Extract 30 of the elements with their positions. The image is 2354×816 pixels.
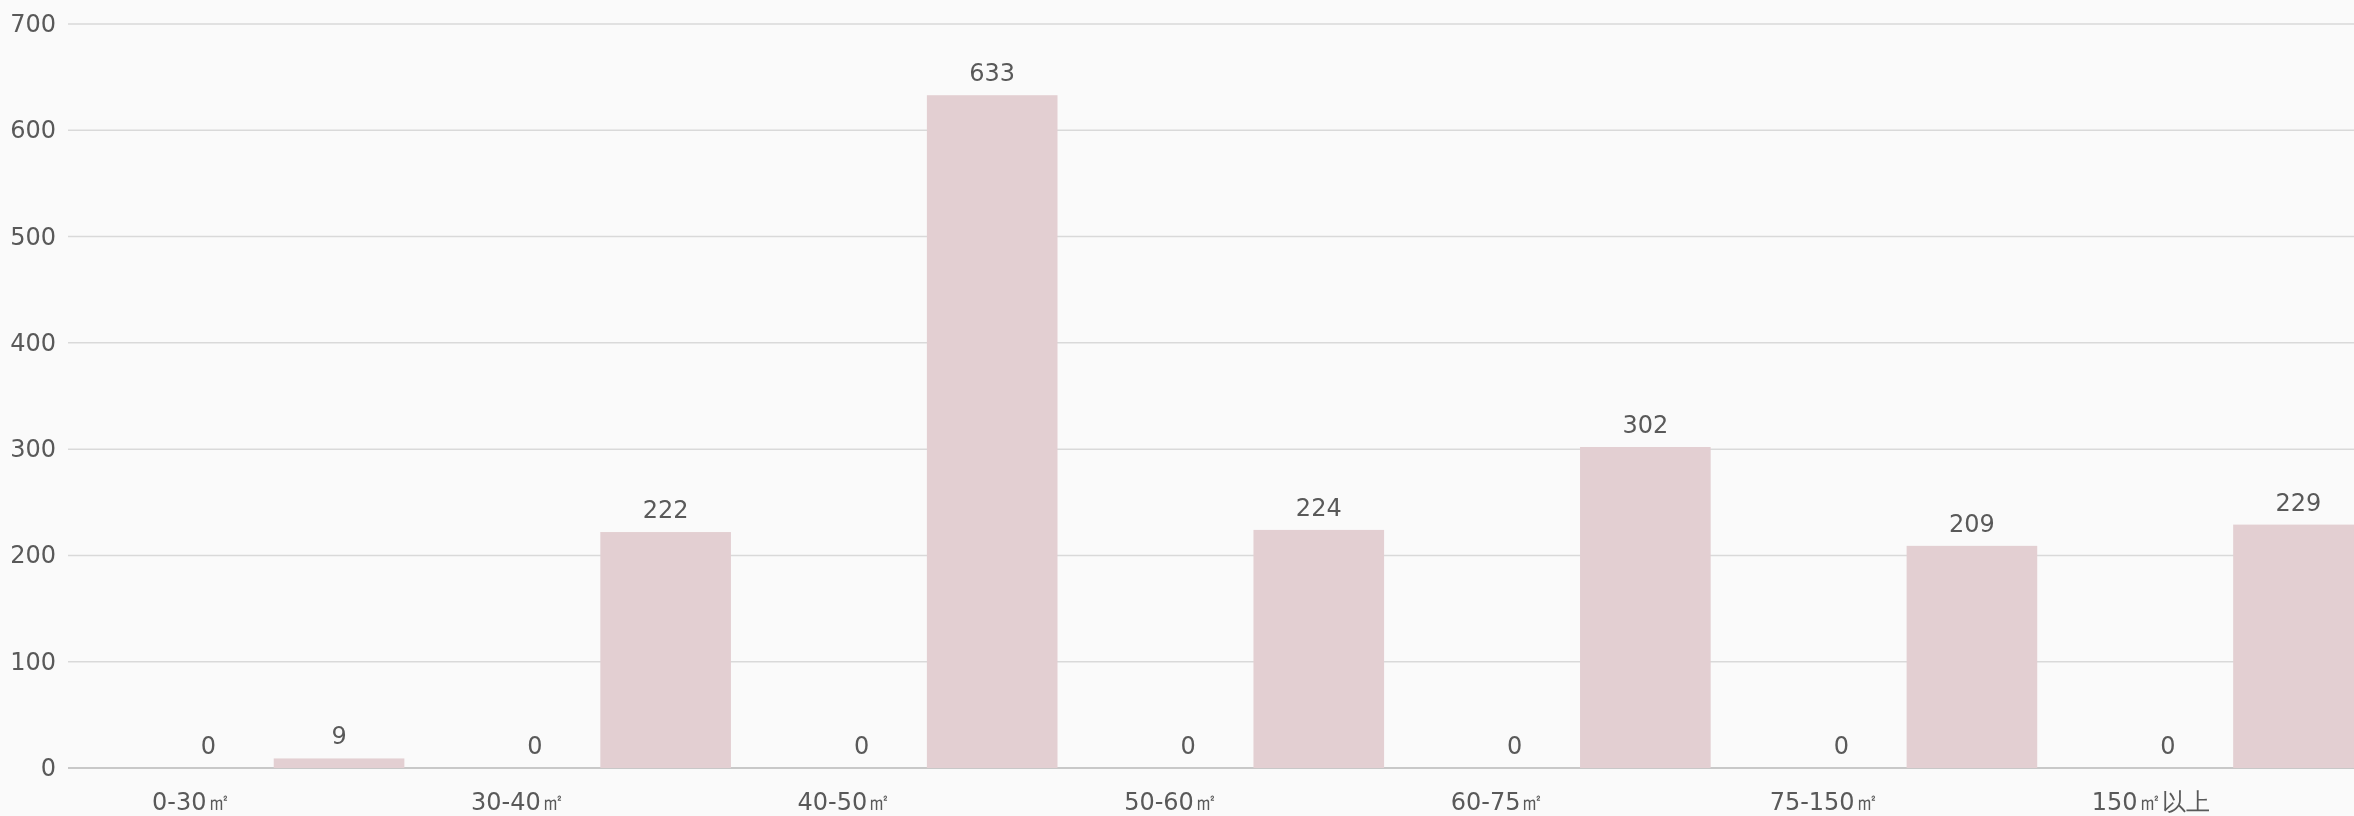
y-tick-label: 400 xyxy=(10,328,56,357)
y-tick-label: 100 xyxy=(10,647,56,676)
x-tick-label: 60-75㎡ xyxy=(1450,788,1545,816)
data-label: 222 xyxy=(642,496,689,525)
data-label: 633 xyxy=(969,59,1016,88)
data-label: 9 xyxy=(331,722,347,751)
data-label: 229 xyxy=(2275,488,2322,517)
data-label: 0 xyxy=(200,732,217,760)
data-label: 224 xyxy=(1295,493,1342,522)
y-tick-label: 0 xyxy=(40,754,56,782)
data-label: 0 xyxy=(527,732,543,760)
data-label: 302 xyxy=(1622,411,1669,440)
y-tick-label: 300 xyxy=(10,435,56,464)
y-tick-label: 700 xyxy=(10,10,56,38)
x-tick-label: 0-30㎡ xyxy=(152,788,231,816)
x-tick-label: 150㎡以上 xyxy=(2091,788,2210,816)
x-tick-label: 50-60㎡ xyxy=(1124,788,1218,816)
data-label: 0 xyxy=(2160,732,2176,760)
x-tick-label: 30-40㎡ xyxy=(470,788,565,816)
data-label: 209 xyxy=(1949,509,1995,538)
bar xyxy=(273,758,405,768)
x-tick-label: 40-50㎡ xyxy=(797,788,892,816)
data-label: 0 xyxy=(1180,732,1196,760)
y-tick-label: 200 xyxy=(10,541,56,570)
y-tick-label: 500 xyxy=(10,222,56,251)
y-tick-label: 600 xyxy=(10,116,56,145)
data-label: 0 xyxy=(1833,732,1849,760)
x-tick-label: 75-150㎡ xyxy=(1769,788,1879,816)
data-label: 0 xyxy=(1507,732,1523,760)
data-label: 0 xyxy=(853,732,870,760)
